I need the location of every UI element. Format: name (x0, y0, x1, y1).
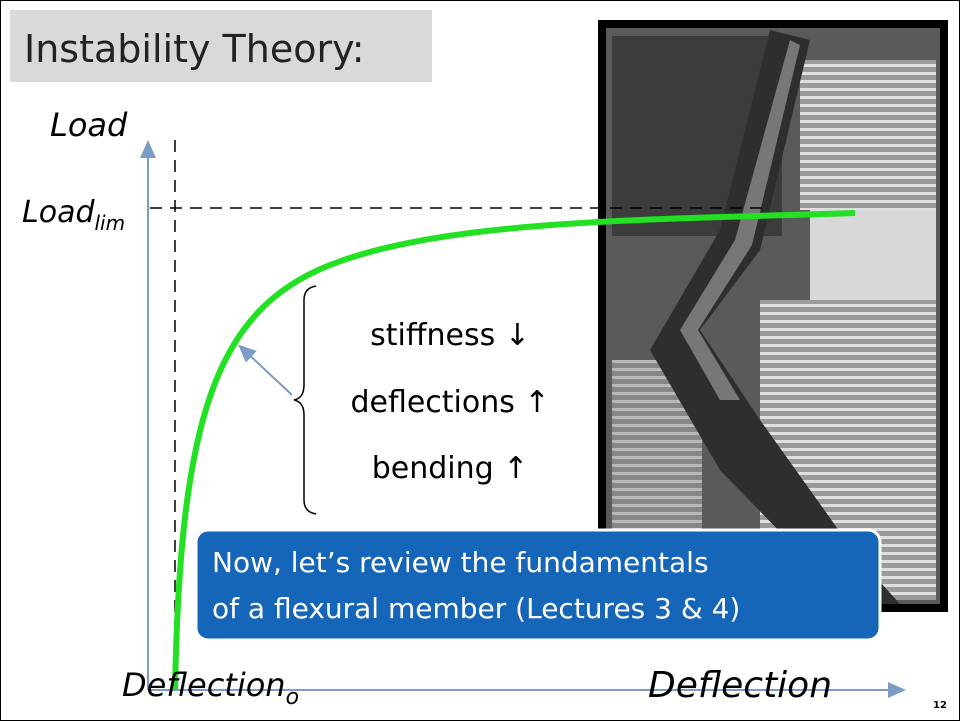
brace (293, 285, 317, 515)
photo (598, 20, 948, 612)
page-number: 12 (933, 700, 947, 711)
title-box (10, 10, 432, 82)
pointer-arrow (238, 344, 293, 396)
x-axis-label: Deflection (648, 665, 832, 706)
y-axis-label: Load (50, 106, 128, 144)
title: Instability Theory: (24, 27, 365, 71)
limit-label-base: Load (22, 195, 95, 230)
effect: bending ↑ (372, 451, 529, 486)
limit-label: Loadlim (22, 195, 125, 235)
callout-line: of a flexural member (Lectures 3 & 4) (212, 592, 740, 625)
effect: stiffness ↓ (370, 318, 530, 353)
origin-label: Deflectiono (122, 666, 299, 710)
load-curve (172, 210, 856, 691)
limit-label-sub: lim (95, 211, 126, 235)
origin-label-base: Deflection (122, 666, 286, 704)
callout-line: Now, let’s review the fundamentals (212, 546, 709, 579)
origin-label-sub: o (286, 685, 299, 710)
callout-box (194, 528, 882, 642)
effect: deflections ↑ (350, 385, 549, 420)
